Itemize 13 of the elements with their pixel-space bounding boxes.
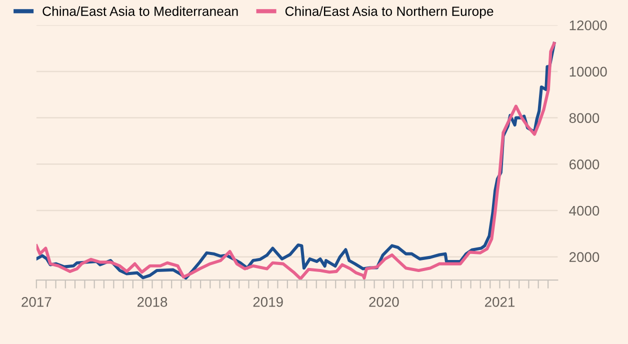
y-tick-label: 2000 — [569, 252, 600, 262]
legend-label: China/East Asia to Mediterranean — [42, 6, 238, 16]
y-tick-label: 4000 — [569, 206, 600, 216]
x-tick-label: 2021 — [485, 297, 515, 307]
y-tick-label: 8000 — [569, 113, 600, 123]
y-tick-label: 12000 — [570, 20, 607, 30]
x-tick-label: 2018 — [138, 297, 168, 307]
x-tick-label: 2019 — [253, 297, 283, 307]
y-tick-label: 6000 — [569, 159, 600, 170]
y-tick-label: 10000 — [570, 66, 607, 77]
x-tick-label: 2020 — [369, 297, 399, 307]
x-tick-label: 2017 — [22, 297, 52, 307]
legend-label: China/East Asia to Northern Europe — [285, 6, 494, 19]
